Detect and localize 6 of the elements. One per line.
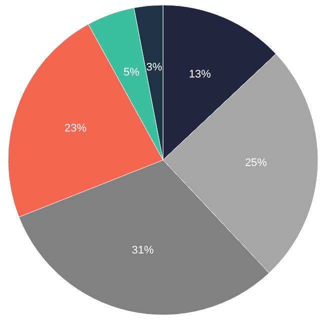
data-label: 25% bbox=[244, 156, 268, 169]
data-label: 31% bbox=[132, 244, 154, 257]
data-label: 5% bbox=[124, 66, 140, 78]
data-label: 3% bbox=[146, 61, 162, 74]
data-label: 13% bbox=[188, 68, 212, 81]
data-label: 23% bbox=[64, 122, 87, 134]
